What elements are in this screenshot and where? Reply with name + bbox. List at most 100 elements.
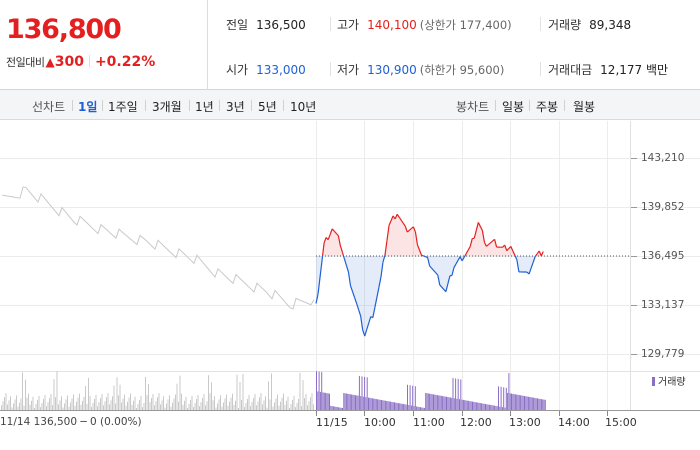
volume-bar [158, 393, 160, 410]
volume-bar [399, 403, 401, 410]
volume-swatch [652, 377, 655, 386]
volume-bar [128, 397, 130, 410]
price-line-segment [540, 251, 544, 257]
price-line-segment [390, 215, 394, 221]
volume-bar [268, 381, 269, 410]
area-below-reference [449, 255, 452, 276]
volume-bar [544, 399, 546, 410]
divider [540, 17, 541, 31]
volume-bar [537, 398, 538, 410]
volume-bar [227, 405, 229, 410]
volume-bar [209, 393, 211, 410]
price-line-segment [530, 262, 534, 269]
price-line-segment [398, 216, 402, 221]
candle-monthly-button[interactable]: 월봉 [573, 100, 596, 114]
price-line-segment [362, 329, 366, 337]
volume-value: 89,348 [589, 18, 632, 32]
volume-bar [304, 398, 305, 410]
volume-bar [469, 401, 471, 410]
volume-bar [439, 395, 441, 410]
volume-bar [420, 407, 421, 410]
volume-bar [134, 396, 136, 410]
period-1week-button[interactable]: 1주일 [108, 100, 138, 114]
price-line-segment [435, 272, 439, 276]
volume-bar [492, 405, 494, 410]
volume-bar [89, 395, 91, 410]
candle-weekly-button[interactable]: 주봉 [536, 100, 559, 114]
area-above-reference [490, 241, 493, 256]
volume-bar [496, 406, 498, 410]
period-1year-button[interactable]: 1년 [195, 100, 214, 114]
volume-bar [355, 395, 356, 410]
period-3year-button[interactable]: 3년 [226, 100, 245, 114]
volume-bar [375, 399, 377, 410]
volume-bar [67, 395, 68, 410]
volume-bar [154, 405, 155, 410]
volume-bar [95, 394, 97, 410]
area-below-reference [350, 255, 353, 292]
y-tick-label: 143,210 [641, 152, 685, 164]
volume-bar [299, 372, 301, 410]
prev-close-value: 136,500 [256, 18, 306, 32]
volume-bar [103, 405, 104, 410]
volume-bar [236, 374, 238, 410]
low-cell: 저가 130,900 (하한가 95,600) [337, 61, 504, 78]
volume-legend: 거래량 [652, 373, 686, 388]
area-below-reference [431, 255, 434, 271]
x-tick-label: 15:00 [605, 416, 637, 429]
volume-bar [508, 373, 510, 410]
period-10year-button[interactable]: 10년 [290, 100, 317, 114]
volume-bar [65, 399, 67, 410]
volume-bar [512, 393, 514, 410]
volume-bar [308, 401, 310, 410]
price-line-segment [343, 258, 348, 266]
price-line-segment [341, 252, 345, 257]
volume-bar [59, 400, 61, 410]
price-line-segment [423, 255, 426, 258]
volume-bar [338, 407, 340, 410]
area-above-reference [488, 242, 491, 256]
price-chart[interactable]: 143,210 139,852 136,495 133,137 129,779 … [0, 121, 700, 450]
volume-bar [517, 394, 519, 410]
area-below-reference [358, 255, 361, 316]
volume-bar [322, 392, 324, 410]
area-above-reference [391, 215, 394, 256]
volume-bar [507, 392, 509, 410]
volume-bar [287, 396, 289, 410]
price-line-segment [358, 309, 362, 317]
price-line-segment [321, 242, 325, 257]
price-line-segment [368, 316, 372, 324]
price-line-segment [400, 219, 404, 224]
area-above-reference [330, 228, 333, 256]
price-line-segment [356, 303, 360, 310]
price-line-segment [473, 230, 477, 239]
period-1day-button[interactable]: 1일 [78, 100, 98, 114]
volume-bar [172, 402, 173, 410]
volume-bar [29, 404, 31, 410]
volume-bar [325, 392, 327, 410]
area-below-reference [362, 255, 365, 337]
area-below-reference [435, 255, 438, 276]
price-line-segment [317, 276, 321, 295]
area-below-reference [354, 255, 357, 304]
period-5year-button[interactable]: 5년 [258, 100, 277, 114]
volume-bar [447, 397, 449, 410]
volume-bar [542, 399, 544, 410]
volume-bar [373, 398, 375, 410]
volume-bar [491, 405, 493, 410]
volume-bar [28, 393, 29, 410]
volume-bar [499, 406, 501, 410]
candle-daily-button[interactable]: 일봉 [502, 100, 525, 114]
volume-bar [127, 401, 128, 410]
volume-bar [451, 397, 453, 410]
price-line-segment [433, 270, 437, 274]
volume-bar [461, 399, 463, 410]
volume-bar [514, 394, 516, 410]
volume-bar [130, 393, 131, 410]
volume-bar [457, 378, 459, 410]
x-tick-label: 11/15 [316, 416, 348, 429]
area-above-reference [496, 247, 499, 256]
area-below-reference [518, 255, 521, 272]
volume-bar [431, 394, 433, 410]
period-3month-button[interactable]: 3개월 [152, 100, 182, 114]
